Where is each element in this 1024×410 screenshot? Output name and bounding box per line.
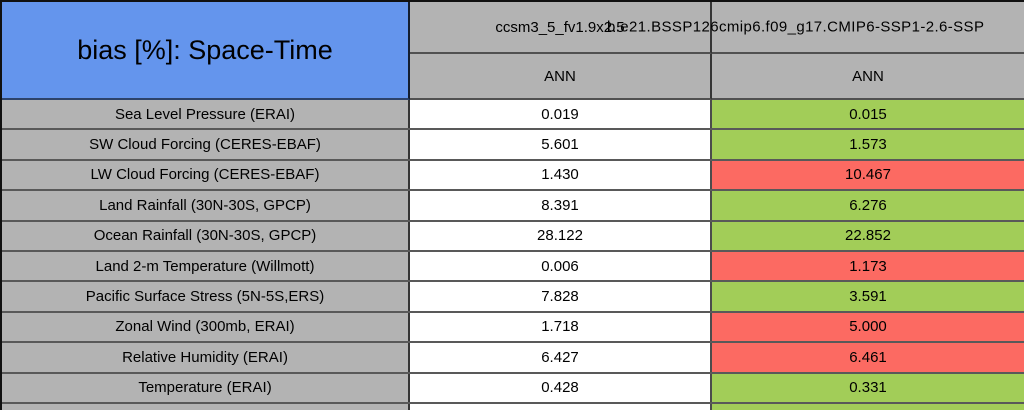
variable-label-cell: Temperature (ERAI) (2, 373, 410, 402)
model2-value-cell: 1.573 (712, 130, 1024, 159)
model2-value-cell: 3.591 (712, 282, 1024, 311)
model1-header-cell: ccsm3_5_fv1.9x2.5 (410, 2, 712, 54)
metric-title-cell: bias [%]: Space-Time (2, 2, 410, 100)
model1-season-cell: ANN (410, 54, 712, 100)
model2-season-cell: ANN (712, 54, 1024, 100)
model2-run-name: b.e21.BSSP126cmip6.f09_g17.CMIP6-SSP1-2.… (607, 18, 985, 36)
variable-label-cell: Relative Humidity (ERAI) (2, 343, 410, 372)
model2-header-cell: b.e21.BSSP126cmip6.f09_g17.CMIP6-SSP1-2.… (607, 2, 1024, 54)
variable-label-cell: Land 2-m Temperature (Willmott) (2, 251, 410, 281)
variable-label-cell: LW Cloud Forcing (CERES-EBAF) (2, 160, 410, 190)
model1-value-cell: 0.019 (410, 100, 712, 129)
variable-label-cell: Zonal Wind (300mb, ERAI) (2, 312, 410, 342)
model1-value-cell: 28.122 (410, 221, 712, 250)
model1-value-cell: 8.391 (410, 191, 712, 220)
variable-label-cell: Ocean Rainfall (30N-30S, GPCP) (2, 221, 410, 250)
table-row: Pacific Surface Stress (5N-5S,ERS) 7.828… (2, 282, 1024, 313)
model2-value-cell: 6.276 (712, 191, 1024, 220)
variable-label-cell: Pacific Surface Stress (5N-5S,ERS) (2, 282, 410, 311)
table-row: Land Rainfall (30N-30S, GPCP) 8.391 6.27… (2, 191, 1024, 222)
model1-value-cell: 5.601 (410, 130, 712, 159)
model1-value-cell: 1.718 (410, 312, 712, 342)
model2-value-cell: 6.461 (712, 343, 1024, 372)
table-row: Land 2-m Temperature (Willmott) 0.006 1.… (2, 251, 1024, 283)
variable-label-cell: Land Rainfall (30N-30S, GPCP) (2, 191, 410, 220)
model1-value-cell: 6.427 (410, 343, 712, 372)
table-header: bias [%]: Space-Time ccsm3_5_fv1.9x2.5 b… (2, 2, 1024, 100)
partial-next-row (2, 403, 1024, 410)
model1-value-cell: 7.828 (410, 282, 712, 311)
model1-value-cell: 1.430 (410, 160, 712, 190)
model1-value-cell: 0.006 (410, 251, 712, 281)
model1-value-cell: 0.428 (410, 373, 712, 402)
model2-value-cell (712, 403, 1024, 410)
table-row: Relative Humidity (ERAI) 6.427 6.461 (2, 343, 1024, 374)
model2-value-cell: 5.000 (712, 312, 1024, 342)
variable-label-cell (2, 403, 410, 410)
metric-title: bias [%]: Space-Time (77, 34, 333, 65)
model1-run-name: ccsm3_5_fv1.9x2.5 (495, 18, 625, 36)
variable-label-cell: SW Cloud Forcing (CERES-EBAF) (2, 130, 410, 159)
model1-value-cell (410, 403, 712, 410)
variable-label-cell: Sea Level Pressure (ERAI) (2, 100, 410, 129)
table-row: LW Cloud Forcing (CERES-EBAF) 1.430 10.4… (2, 160, 1024, 192)
model1-season-label: ANN (544, 67, 576, 85)
model2-value-cell: 1.173 (712, 251, 1024, 281)
table-row: Sea Level Pressure (ERAI) 0.019 0.015 (2, 100, 1024, 131)
model2-value-cell: 10.467 (712, 160, 1024, 190)
table-row: Ocean Rainfall (30N-30S, GPCP) 28.122 22… (2, 221, 1024, 252)
model2-value-cell: 22.852 (712, 221, 1024, 250)
table-row: SW Cloud Forcing (CERES-EBAF) 5.601 1.57… (2, 130, 1024, 161)
model2-season-label: ANN (852, 67, 884, 85)
model2-value-cell: 0.331 (712, 373, 1024, 402)
table-row: Temperature (ERAI) 0.428 0.331 (2, 373, 1024, 404)
model2-value-cell: 0.015 (712, 100, 1024, 129)
table-row: Zonal Wind (300mb, ERAI) 1.718 5.000 (2, 312, 1024, 344)
